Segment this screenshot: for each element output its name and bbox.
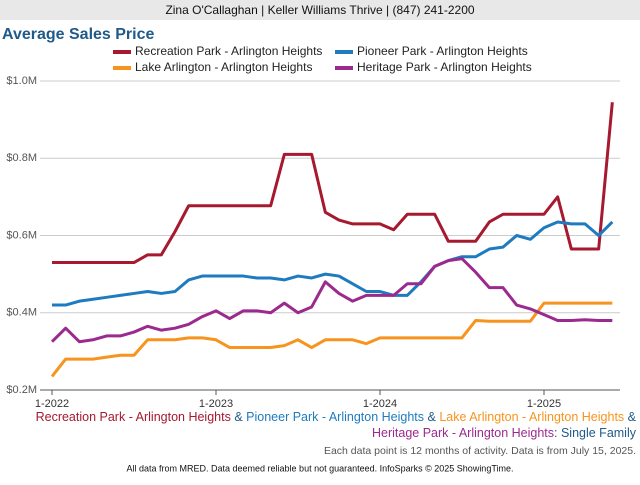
caption: Recreation Park - Arlington Heights & Pi… xyxy=(0,409,636,441)
caption-separator: & xyxy=(427,410,436,424)
caption-suffix: : Single Family xyxy=(554,426,636,440)
x-tick-label: 1-2023 xyxy=(199,398,233,410)
footer: All data from MRED. Data deemed reliable… xyxy=(126,463,513,473)
caption-series: Recreation Park - Arlington Heights xyxy=(35,410,231,424)
y-tick-label: $0.4M xyxy=(6,307,37,319)
caption-series: Heritage Park - Arlington Heights xyxy=(371,426,555,440)
caption-separator: & xyxy=(234,410,243,424)
caption-series: Pioneer Park - Arlington Heights xyxy=(246,410,425,424)
caption-series: Lake Arlington - Arlington Heights xyxy=(439,410,625,424)
y-tick-label: $1.0M xyxy=(6,75,37,87)
note: Each data point is 12 months of activity… xyxy=(324,445,636,457)
caption-separator: & xyxy=(627,410,636,424)
x-tick-label: 1-2025 xyxy=(527,398,561,410)
legend-label: Recreation Park - Arlington Heights xyxy=(135,44,322,58)
header-bar xyxy=(0,0,640,20)
series-line xyxy=(52,220,614,307)
legend-label: Lake Arlington - Arlington Heights xyxy=(135,60,312,74)
series-line xyxy=(52,102,614,265)
legend-label: Heritage Park - Arlington Heights xyxy=(357,60,532,74)
series-line xyxy=(50,301,613,378)
y-tick-label: $0.8M xyxy=(6,152,37,164)
x-tick-label: 1-2024 xyxy=(363,398,397,410)
series-line xyxy=(50,257,613,344)
y-tick-label: $0.2M xyxy=(6,384,37,396)
y-tick-label: $0.6M xyxy=(6,229,37,241)
chart-title: Average Sales Price xyxy=(2,26,155,43)
x-tick-label: 1-2022 xyxy=(35,398,69,410)
legend-label: Pioneer Park - Arlington Heights xyxy=(357,44,528,58)
header: Zina O'Callaghan | Keller Williams Thriv… xyxy=(165,3,474,17)
